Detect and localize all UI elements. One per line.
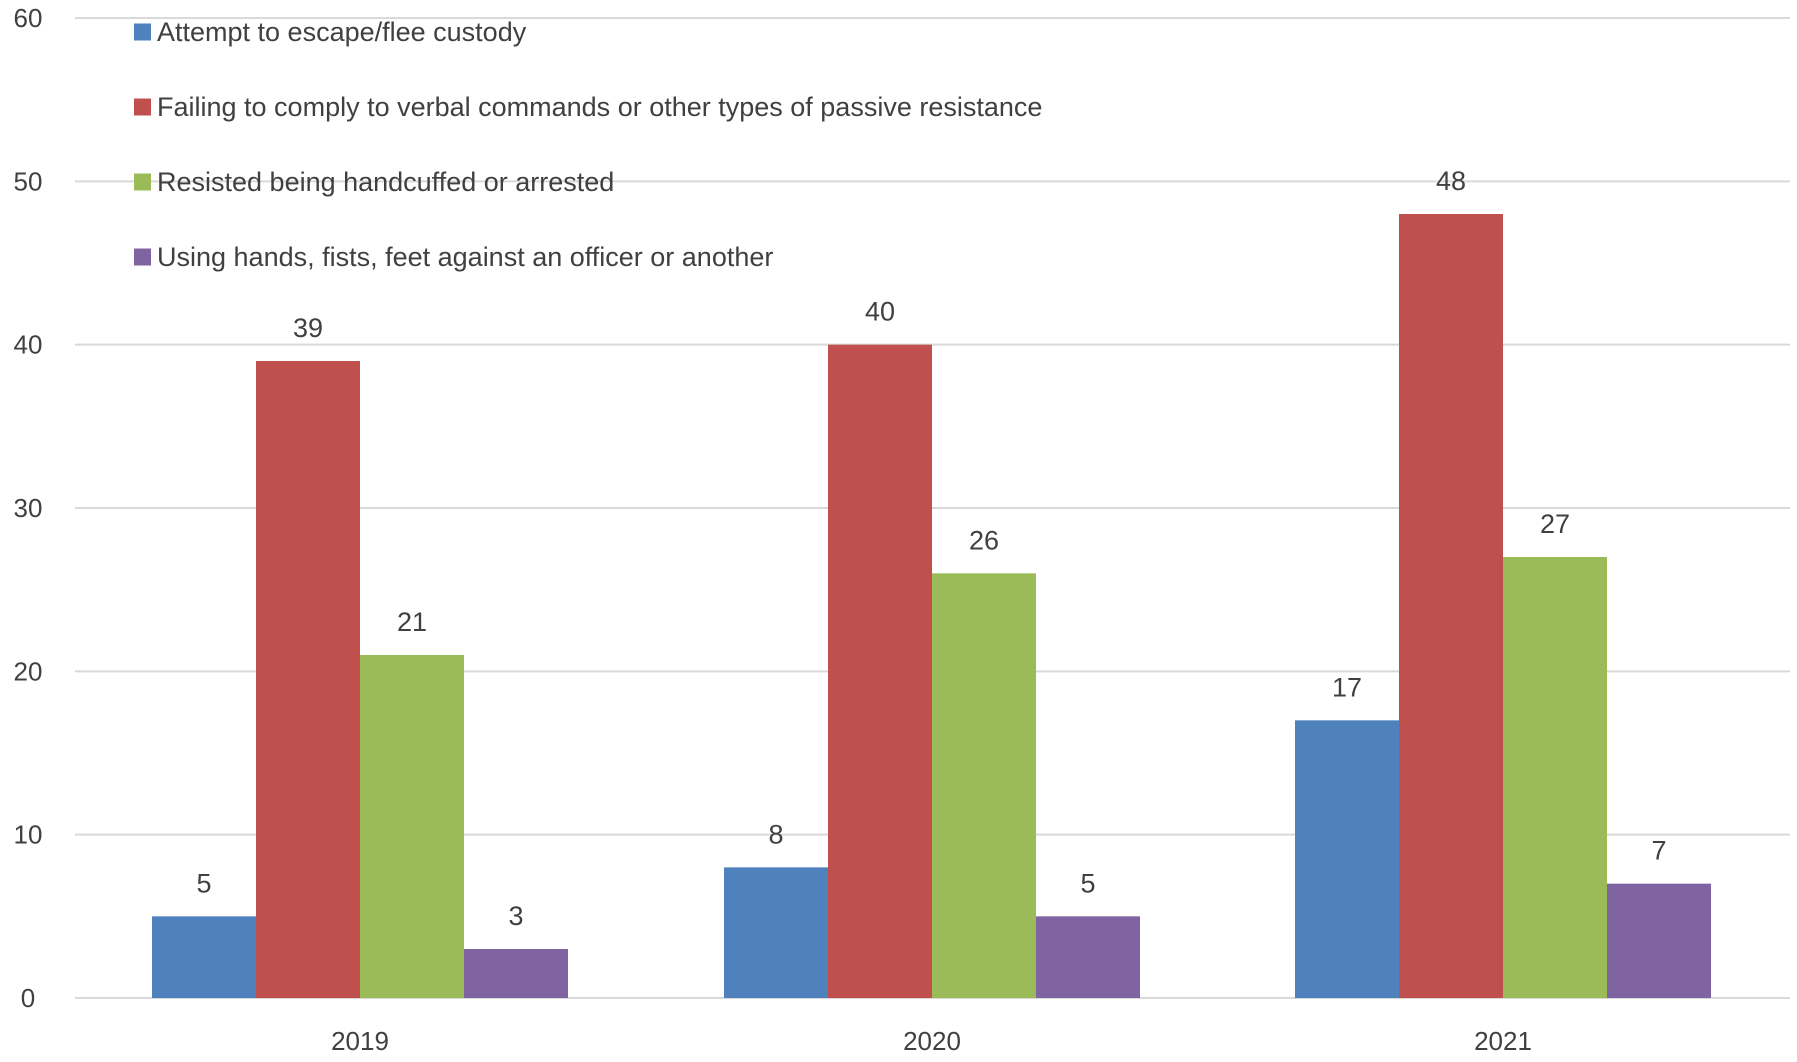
data-label-2020-series-2: 26 (969, 525, 999, 555)
y-tick-label-60: 60 (14, 3, 43, 33)
legend-swatch-3 (134, 248, 151, 266)
y-tick-label-10: 10 (14, 820, 43, 850)
bar-2021-series-1 (1399, 214, 1503, 998)
bar-2020-series-3 (1036, 916, 1140, 998)
y-axis: 0 10 20 30 40 50 60 (14, 3, 43, 1013)
data-label-2020-series-0: 8 (768, 819, 783, 849)
y-tick-label-0: 0 (21, 983, 35, 1013)
x-axis: 2019 2020 2021 (331, 1026, 1532, 1056)
legend: Attempt to escape/flee custody Failing to… (134, 17, 1042, 272)
bar-2019-series-2 (360, 655, 464, 998)
bar-2019-series-0 (152, 916, 256, 998)
y-tick-label-40: 40 (14, 330, 43, 360)
data-label-2019-series-1: 39 (293, 313, 323, 343)
data-label-2020-series-3: 5 (1080, 868, 1095, 898)
bar-2021-series-2 (1503, 557, 1607, 998)
legend-swatch-1 (134, 98, 151, 116)
data-label-2019-series-3: 3 (508, 901, 523, 931)
bar-2021-series-3 (1607, 883, 1711, 998)
bar-2019-series-3 (464, 949, 568, 998)
data-label-2021-series-2: 27 (1540, 509, 1570, 539)
bars (152, 214, 1711, 999)
legend-label-0: Attempt to escape/flee custody (157, 17, 527, 47)
data-label-2020-series-1: 40 (865, 297, 895, 327)
legend-label-3: Using hands, fists, feet against an offi… (157, 242, 773, 272)
bar-2020-series-1 (828, 344, 932, 999)
x-tick-label-2019: 2019 (331, 1026, 389, 1056)
data-labels: 5 39 21 3 8 40 26 5 17 48 27 7 (196, 166, 1666, 931)
legend-swatch-0 (134, 23, 151, 41)
data-label-2021-series-3: 7 (1651, 836, 1666, 866)
data-label-2019-series-2: 21 (397, 607, 427, 637)
x-tick-label-2021: 2021 (1474, 1026, 1532, 1056)
bar-2020-series-0 (724, 867, 828, 998)
y-tick-label-20: 20 (14, 656, 43, 686)
y-tick-label-50: 50 (14, 166, 43, 196)
legend-label-1: Failing to comply to verbal commands or … (157, 92, 1042, 122)
data-label-2021-series-0: 17 (1332, 672, 1362, 702)
x-tick-label-2020: 2020 (903, 1026, 961, 1056)
legend-label-2: Resisted being handcuffed or arrested (157, 167, 614, 197)
bar-2021-series-0 (1295, 720, 1399, 998)
y-tick-label-30: 30 (14, 493, 43, 523)
legend-swatch-2 (134, 173, 151, 191)
data-label-2019-series-0: 5 (196, 868, 211, 898)
data-label-2021-series-1: 48 (1436, 166, 1466, 196)
bar-2019-series-1 (256, 361, 360, 998)
bar-2020-series-2 (932, 573, 1036, 998)
